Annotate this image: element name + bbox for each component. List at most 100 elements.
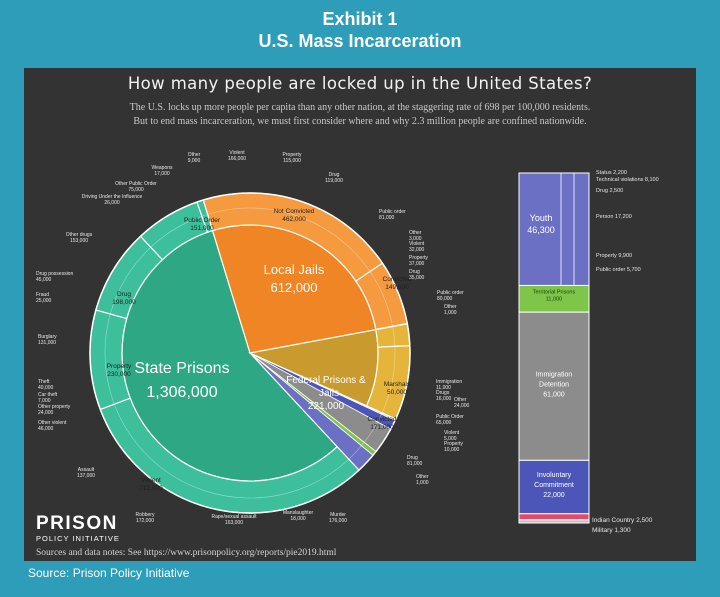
detail-label-name-1: Violent — [229, 150, 245, 156]
detail-label-33: Manslaughter 18,000 — [283, 510, 314, 522]
ring-label-3: Public Order — [184, 217, 221, 224]
ring-value-1: 230,000 — [107, 371, 131, 378]
detail-label-name-31: Robbery — [136, 512, 155, 518]
detail-label-12: Drug 35,000 — [409, 269, 425, 281]
ring-label-5: Convicted — [383, 276, 412, 283]
exhibit-header: Exhibit 1 U.S. Mass Incarceration — [0, 0, 720, 66]
bar-segment-involuntary-commitment — [518, 459, 590, 515]
detail-label-name-16: Other — [444, 304, 457, 310]
detail-label-value-12: 35,000 — [409, 275, 425, 281]
detail-label-value-7: 81,000 — [379, 215, 395, 221]
detail-label-name-34: Murder — [330, 512, 346, 518]
detail-label-name-7: Public order — [379, 209, 406, 215]
detail-label-7: Public order 81,000 — [379, 209, 406, 221]
bar-segment-immigration-detention — [518, 311, 590, 461]
detail-label-name-19: Immigration — [436, 379, 462, 385]
detail-label-27: Property 10,000 — [444, 441, 463, 453]
ring-value-6: 50,000 — [387, 389, 407, 396]
detail-label-value-22: 24,000 — [454, 403, 470, 409]
youth-label: Youth — [530, 213, 553, 223]
detail-label-value-10: 32,000 — [409, 247, 425, 253]
detail-label-value-23: 24,000 — [38, 410, 54, 416]
detail-label-29: Other 1,000 — [416, 474, 429, 486]
detail-label-19: Immigration 11,000 — [436, 379, 462, 391]
detail-label-value-9: 3,000 — [409, 236, 422, 242]
detail-label-name-14: Fraud — [36, 292, 49, 298]
local-jails-value: 612,000 — [271, 280, 318, 295]
detail-label-26: Violent 5,000 — [444, 430, 460, 442]
youth-detail-5: Public order 5,700 — [596, 267, 641, 273]
detail-label-name-15: Public order — [437, 290, 464, 296]
detail-label-value-32: 163,000 — [225, 520, 243, 526]
bar-segment-youth — [518, 172, 590, 286]
incarceration-chart: State Prisons 1,306,000 Local Jails 612,000… — [36, 150, 659, 534]
detail-label-13: Drug possession 45,000 — [36, 271, 73, 283]
detail-label-name-22: Other — [454, 397, 467, 403]
ring-value-0: 712,000 — [139, 485, 163, 492]
youth-detail-4: Property 9,900 — [596, 253, 632, 259]
detail-label-5: Other Public Order 75,000 — [115, 181, 157, 193]
youth-value: 46,300 — [527, 225, 555, 235]
detail-label-value-17: 131,000 — [38, 340, 56, 346]
detail-label-16: Other 1,000 — [444, 304, 457, 316]
detail-label-24: Other violent 46,000 — [38, 420, 67, 432]
detail-label-34: Murder 176,000 — [329, 512, 347, 524]
seg-2-value: 61,000 — [543, 391, 565, 398]
detail-label-value-13: 45,000 — [36, 277, 52, 283]
detail-label-name-23: Other property — [38, 404, 71, 410]
detail-label-6: Driving Under the Influence 26,000 — [82, 194, 143, 206]
detail-label-value-20: 7,000 — [38, 398, 51, 404]
intro-line-2: But to end mass incarceration, we must f… — [133, 116, 587, 127]
detail-label-22: Other 24,000 — [454, 397, 470, 409]
ring-label-4: Not Convicted — [274, 208, 315, 215]
detail-label-value-25: 65,000 — [436, 420, 452, 426]
ring-value-7: 171,000 — [370, 424, 394, 431]
detail-label-name-20: Car theft — [38, 392, 58, 398]
youth-detail-2: Drug 2,500 — [596, 188, 623, 194]
detail-label-8: Other drugs 153,000 — [66, 232, 93, 244]
detail-label-name-30: Assault — [78, 467, 95, 473]
detail-label-18: Theft 40,000 — [38, 379, 54, 391]
ring-value-3: 151,000 — [190, 225, 214, 232]
detail-label-0: Other 9,000 — [188, 152, 201, 164]
ring-value-5: 149,000 — [385, 284, 409, 291]
detail-label-15: Public order 80,000 — [437, 290, 464, 302]
detail-label-1: Violent 166,000 — [228, 150, 246, 162]
detail-label-name-10: Violent — [409, 241, 425, 247]
ring-label-6: Marshals — [384, 381, 411, 388]
detail-label-value-15: 80,000 — [437, 296, 453, 302]
detail-label-2: Property 115,000 — [283, 152, 302, 164]
detail-label-value-28: 81,000 — [407, 461, 423, 467]
seg-3-label-b: Commitment — [534, 482, 574, 489]
detail-label-name-17: Burglary — [38, 334, 57, 340]
detail-label-17: Burglary 131,000 — [38, 334, 57, 346]
detail-label-name-9: Other — [409, 230, 422, 236]
detail-label-4: Drug 119,000 — [325, 172, 343, 184]
youth-detail-3: Person 17,200 — [596, 214, 632, 220]
logo-subtitle: POLICY INITIATIVE — [36, 534, 120, 543]
detail-label-value-0: 9,000 — [188, 158, 201, 164]
youth-detail-0: Status 2,200 — [596, 170, 627, 176]
detail-label-value-1: 166,000 — [228, 156, 246, 162]
detail-label-name-6: Driving Under the Influence — [82, 194, 143, 200]
detail-label-23: Other property 24,000 — [38, 404, 71, 416]
detail-label-name-25: Public Order — [436, 414, 464, 420]
detail-label-value-8: 153,000 — [70, 238, 88, 244]
detail-label-name-11: Property — [409, 255, 428, 261]
detail-label-20: Car theft 7,000 — [38, 392, 58, 404]
seg-2-label-b: Detention — [539, 381, 569, 388]
detail-label-28: Drug 81,000 — [407, 455, 423, 467]
seg-3-value: 22,000 — [543, 492, 565, 499]
detail-label-name-0: Other — [188, 152, 201, 158]
prison-policy-logo: PRISON POLICY INITIATIVE — [36, 513, 120, 544]
pie-rim — [89, 192, 411, 514]
detail-label-value-6: 26,000 — [104, 200, 120, 206]
detail-label-value-2: 115,000 — [283, 158, 301, 164]
detail-label-name-3: Weapons — [151, 165, 173, 171]
pie-rim-inner — [104, 207, 396, 499]
exhibit-number: Exhibit 1 — [322, 9, 398, 29]
ring-value-4: 462,000 — [282, 216, 306, 223]
detail-label-25: Public Order 65,000 — [436, 414, 464, 426]
detail-label-30: Assault 137,000 — [77, 467, 95, 479]
logo-wordmark: PRISON — [36, 513, 118, 534]
